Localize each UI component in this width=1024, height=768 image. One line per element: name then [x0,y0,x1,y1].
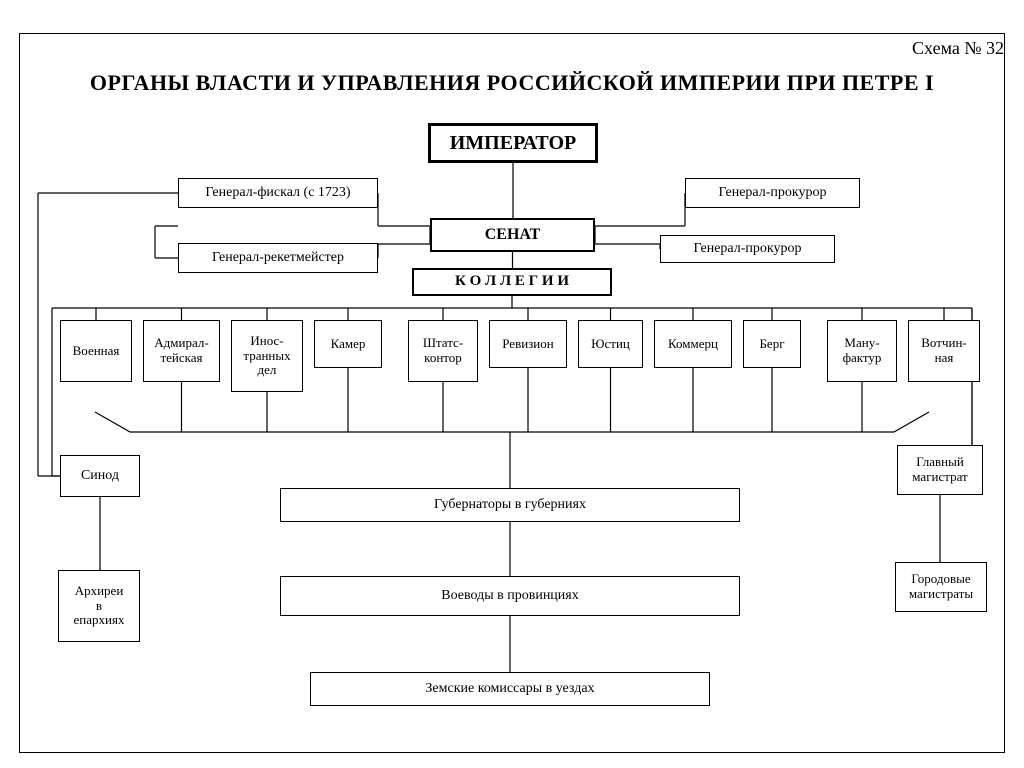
node-collegia: К О Л Л Е Г И И [412,268,612,296]
node-synod: Синод [60,455,140,497]
node-gen_fiscal: Генерал-фискал (с 1723) [178,178,378,208]
node-c_foreign: Инос-транныхдел [231,320,303,392]
node-archierey: Архиреивепархиях [58,570,140,642]
node-gen_prok2: Генерал-прокурор [660,235,835,263]
diagram-title: ОРГАНЫ ВЛАСТИ И УПРАВЛЕНИЯ РОССИЙСКОЙ ИМ… [0,70,1024,96]
node-emperor: ИМПЕРАТОР [428,123,598,163]
schema-number: Схема № 32 [912,38,1004,59]
node-governors: Губернаторы в губерниях [280,488,740,522]
node-c_justice: Юстиц [578,320,643,368]
node-c_berg: Берг [743,320,801,368]
node-gen_reket: Генерал-рекетмейстер [178,243,378,273]
node-gen_prok1: Генерал-прокурор [685,178,860,208]
node-c_shtats: Штатс-контор [408,320,478,382]
node-c_commerce: Коммерц [654,320,732,368]
node-c_military: Военная [60,320,132,382]
node-voevody: Воеводы в провинциях [280,576,740,616]
node-c_kamer: Камер [314,320,382,368]
node-c_votchin: Вотчин-ная [908,320,980,382]
node-c_revision: Ревизион [489,320,567,368]
node-main_magist: Главныймагистрат [897,445,983,495]
node-c_admiral: Адмирал-тейская [143,320,220,382]
node-city_magist: Городовыемагистраты [895,562,987,612]
node-c_manuf: Ману-фактур [827,320,897,382]
node-senate: СЕНАТ [430,218,595,252]
node-zemsky: Земские комиссары в уездах [310,672,710,706]
